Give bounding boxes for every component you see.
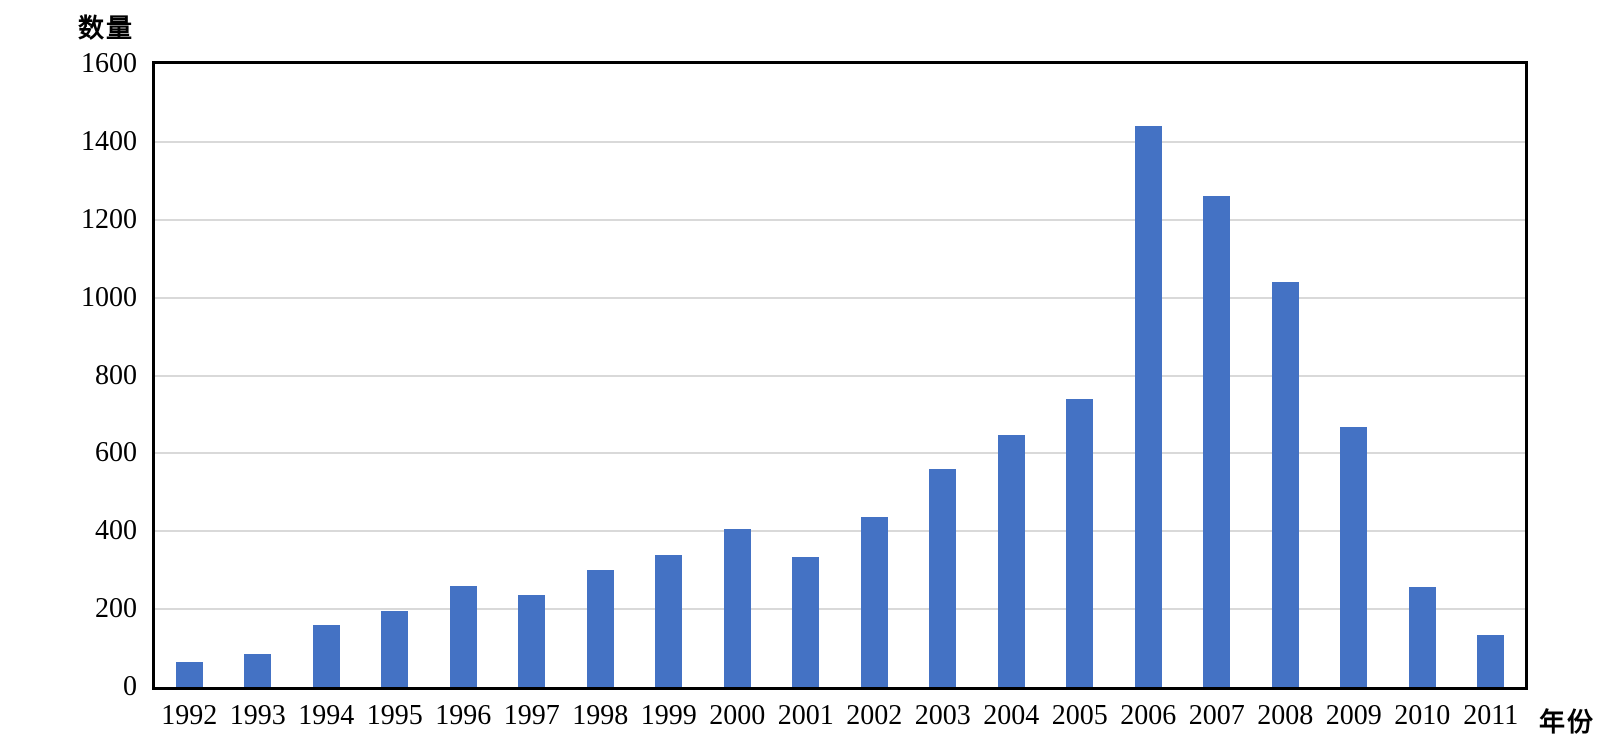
gridline-600 <box>155 452 1525 455</box>
x-tick-label-2004: 2004 <box>983 700 1040 731</box>
gridline-800 <box>155 374 1525 377</box>
y-tick-label-800: 800 <box>95 359 137 391</box>
bar-2011 <box>1477 635 1505 687</box>
plot-area <box>152 61 1528 690</box>
x-tick-label-1996: 1996 <box>435 700 492 731</box>
gridline-1200 <box>155 218 1525 221</box>
x-tick-label-1999: 1999 <box>640 700 697 731</box>
bar-2004 <box>997 434 1025 687</box>
y-tick-label-400: 400 <box>95 515 137 547</box>
x-tick-label-2001: 2001 <box>777 700 834 731</box>
bar-2009 <box>1340 426 1368 687</box>
bar-1998 <box>586 570 614 687</box>
x-tick-label-2011: 2011 <box>1463 700 1519 731</box>
bar-2005 <box>1066 398 1094 687</box>
bar-1999 <box>655 555 683 687</box>
y-axis-title: 数量 <box>78 14 135 43</box>
bar-2010 <box>1408 586 1436 687</box>
bar-1992 <box>175 661 203 687</box>
y-tick-label-1200: 1200 <box>81 203 137 235</box>
y-tick-label-1600: 1600 <box>81 48 137 79</box>
gridline-1000 <box>155 296 1525 299</box>
x-tick-label-2003: 2003 <box>914 700 971 731</box>
y-tick-label-1000: 1000 <box>81 281 137 313</box>
bar-2002 <box>860 516 888 687</box>
bar-2008 <box>1271 282 1299 687</box>
bar-1993 <box>244 653 272 687</box>
bar-1994 <box>312 624 340 687</box>
x-tick-label-1994: 1994 <box>298 700 355 731</box>
y-tick-label-200: 200 <box>95 593 137 625</box>
bar-1996 <box>449 585 477 687</box>
gridline-1400 <box>155 140 1525 143</box>
x-tick-label-2007: 2007 <box>1188 700 1245 731</box>
x-tick-label-2000: 2000 <box>709 700 766 731</box>
bar-1995 <box>381 611 409 687</box>
y-tick-label-600: 600 <box>95 437 137 469</box>
gridline-200 <box>155 608 1525 611</box>
x-axis-title: 年份 <box>1539 708 1596 736</box>
bar-2001 <box>792 557 820 687</box>
x-tick-label-1993: 1993 <box>229 700 286 731</box>
y-tick-label-1400: 1400 <box>81 125 137 157</box>
x-tick-label-1998: 1998 <box>572 700 629 731</box>
x-tick-label-1995: 1995 <box>366 700 423 731</box>
x-tick-label-1997: 1997 <box>503 700 560 731</box>
bar-2007 <box>1203 196 1231 687</box>
bar-1997 <box>518 595 546 687</box>
x-tick-label-2008: 2008 <box>1257 700 1314 731</box>
bar-2000 <box>723 529 751 687</box>
x-tick-label-2006: 2006 <box>1120 700 1177 731</box>
bar-2003 <box>929 468 957 687</box>
x-tick-label-2005: 2005 <box>1051 700 1108 731</box>
x-tick-label-2009: 2009 <box>1325 700 1382 731</box>
x-tick-label-2010: 2010 <box>1394 700 1451 731</box>
x-tick-label-2002: 2002 <box>846 700 903 731</box>
bar-2006 <box>1134 126 1162 687</box>
y-tick-label-0: 0 <box>123 671 137 702</box>
gridline-400 <box>155 530 1525 533</box>
x-tick-label-1992: 1992 <box>161 700 218 731</box>
